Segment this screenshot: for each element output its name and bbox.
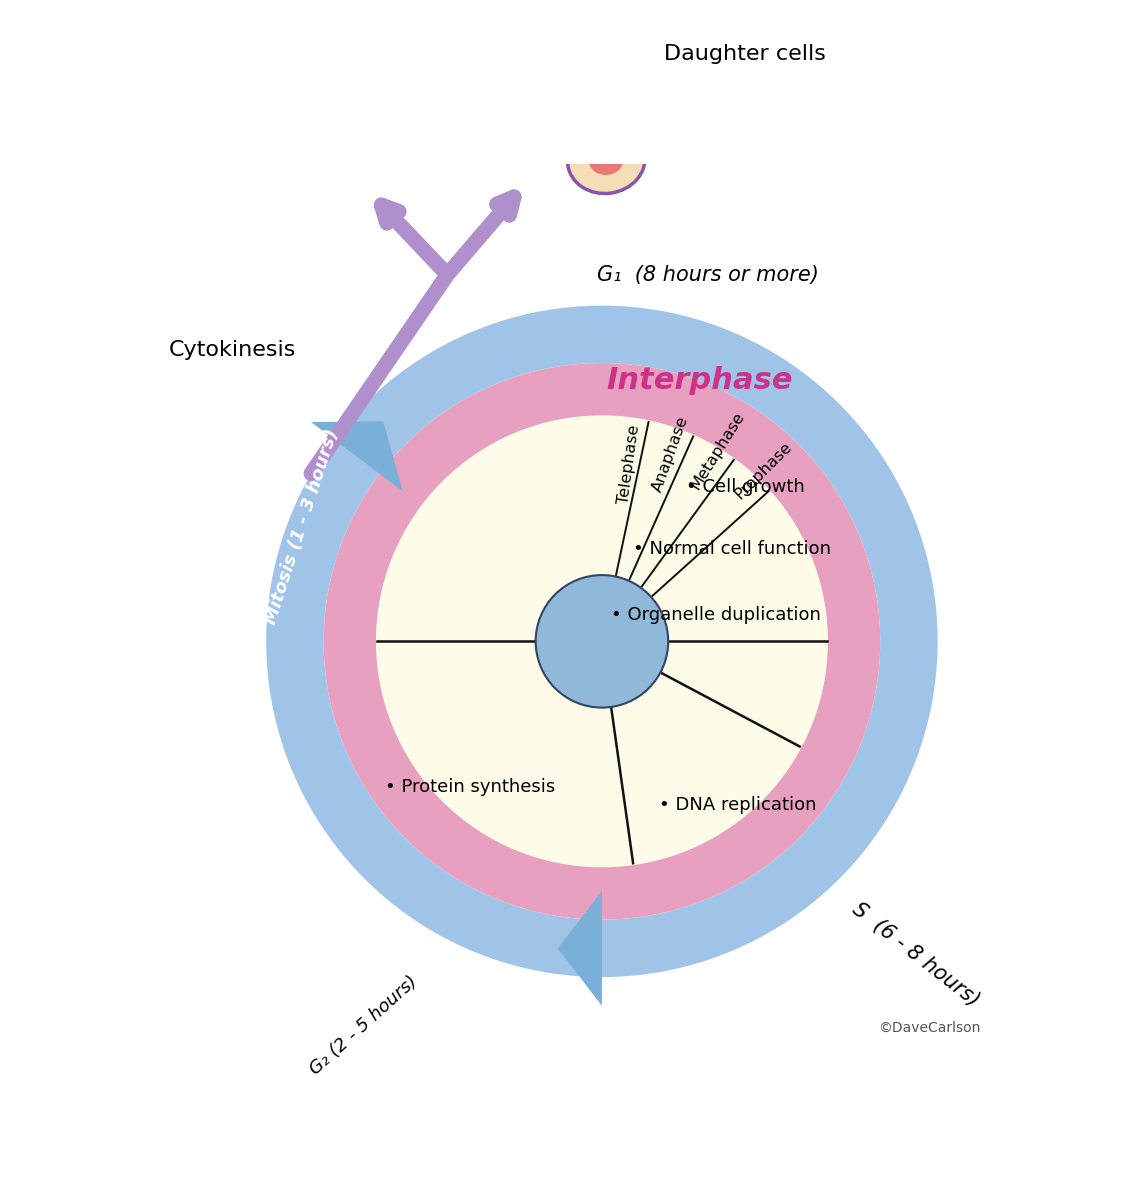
Text: G₂ (2 - 5 hours): G₂ (2 - 5 hours) [306,973,421,1079]
Text: • Organelle duplication: • Organelle duplication [611,606,821,624]
Text: • Protein synthesis: • Protein synthesis [385,778,555,796]
Polygon shape [311,421,402,491]
Text: Prophase: Prophase [732,439,795,503]
Ellipse shape [568,126,645,193]
Text: G₁  (8 hours or more): G₁ (8 hours or more) [597,265,819,284]
Text: Metaphase: Metaphase [689,409,748,492]
Text: S  (6 - 8 hours): S (6 - 8 hours) [848,899,983,1010]
Polygon shape [324,364,880,919]
Text: Mitosis (1 - 3 hours): Mitosis (1 - 3 hours) [261,426,342,626]
Polygon shape [557,890,602,1006]
Ellipse shape [516,73,554,106]
Text: Daughter cells: Daughter cells [663,44,825,64]
Circle shape [376,416,828,866]
Ellipse shape [494,53,578,126]
Ellipse shape [589,145,624,175]
Text: • Normal cell function: • Normal cell function [633,540,831,558]
Text: Interphase: Interphase [606,366,792,395]
Text: • DNA replication: • DNA replication [659,796,817,814]
Text: Cytokinesis: Cytokinesis [169,340,296,360]
Text: ©DaveCarlson: ©DaveCarlson [878,1020,980,1034]
Circle shape [536,575,668,708]
Text: • Cell growth: • Cell growth [686,478,805,496]
Polygon shape [267,306,937,977]
Text: Telephase: Telephase [617,424,642,505]
Text: Anaphase: Anaphase [650,414,691,494]
